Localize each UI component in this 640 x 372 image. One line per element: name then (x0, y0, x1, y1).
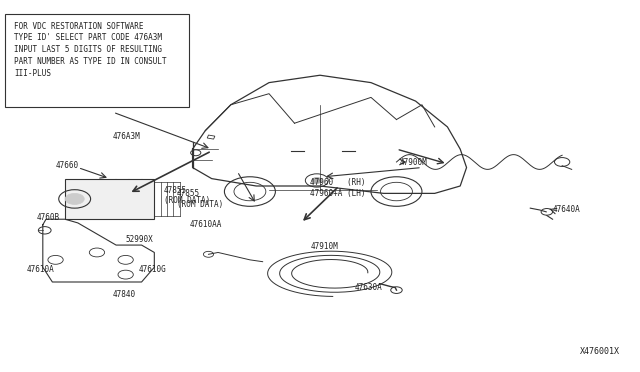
Text: 47855
(ROM DATA): 47855 (ROM DATA) (177, 189, 223, 209)
Text: 476A3M: 476A3M (113, 132, 141, 141)
Text: 47840: 47840 (113, 291, 136, 299)
Circle shape (65, 193, 84, 205)
Text: FOR VDC RESTORATION SOFTWARE
TYPE ID' SELECT PART CODE 476A3M
INPUT LAST 5 DIGIT: FOR VDC RESTORATION SOFTWARE TYPE ID' SE… (14, 22, 167, 78)
Text: 47610G: 47610G (138, 264, 166, 273)
Text: 47855
(ROM DATA): 47855 (ROM DATA) (164, 186, 210, 205)
Text: 47610A: 47610A (27, 264, 54, 273)
FancyBboxPatch shape (4, 14, 189, 107)
Text: 47630A: 47630A (355, 283, 383, 292)
Circle shape (312, 177, 322, 183)
Text: 47610AA: 47610AA (189, 220, 221, 229)
Text: 52990X: 52990X (125, 235, 154, 244)
Text: 47910M: 47910M (310, 243, 338, 251)
Text: 4760B: 4760B (36, 213, 60, 222)
Text: 47960   (RH)
47960+A (LH): 47960 (RH) 47960+A (LH) (310, 178, 366, 198)
Text: 47900M: 47900M (399, 157, 428, 167)
Text: 47660: 47660 (56, 161, 79, 170)
Text: 47640A: 47640A (552, 205, 580, 215)
Bar (65, 179, 154, 219)
Text: X476001X: X476001X (579, 347, 620, 356)
